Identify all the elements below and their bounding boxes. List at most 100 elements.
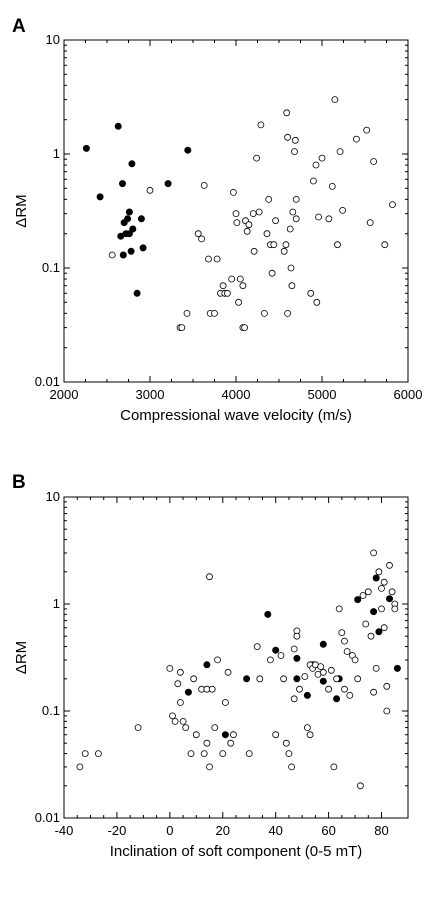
data-point-filled bbox=[293, 654, 301, 662]
data-point-open bbox=[290, 695, 298, 703]
x-tick-label: 0 bbox=[166, 823, 173, 838]
data-point-open bbox=[272, 217, 280, 225]
data-point-filled bbox=[96, 193, 104, 201]
data-point-open bbox=[307, 289, 315, 297]
data-point-filled bbox=[128, 160, 136, 168]
data-point-open bbox=[327, 666, 335, 674]
data-point-open bbox=[325, 685, 333, 693]
data-point-open bbox=[253, 643, 261, 650]
data-point-open bbox=[363, 126, 371, 134]
data-point-open bbox=[200, 181, 208, 189]
data-point-open bbox=[179, 718, 187, 725]
data-point-open bbox=[245, 221, 253, 229]
data-point-open bbox=[338, 629, 346, 636]
data-point-filled bbox=[243, 675, 251, 683]
data-point-open bbox=[233, 219, 241, 227]
data-point-open bbox=[292, 215, 300, 223]
data-point-open bbox=[265, 195, 273, 203]
data-point-open bbox=[288, 763, 296, 771]
data-point-open bbox=[134, 724, 142, 731]
data-point-open bbox=[380, 624, 388, 632]
data-point-open bbox=[284, 133, 292, 141]
data-point-open bbox=[334, 241, 341, 249]
data-point-filled bbox=[264, 610, 272, 618]
data-point-open bbox=[224, 668, 232, 676]
data-point-open bbox=[378, 605, 385, 613]
data-point-open bbox=[282, 241, 290, 249]
data-point-open bbox=[263, 230, 271, 238]
x-tick-label: 3000 bbox=[136, 387, 165, 402]
data-point-filled bbox=[375, 628, 383, 636]
data-point-open bbox=[95, 750, 102, 757]
data-point-open bbox=[312, 161, 320, 169]
data-point-open bbox=[380, 578, 388, 586]
x-tick-label: 6000 bbox=[394, 387, 423, 402]
data-point-open bbox=[356, 782, 364, 790]
data-point-open bbox=[381, 241, 389, 249]
panel-letter: A bbox=[12, 16, 26, 37]
data-point-open bbox=[249, 210, 257, 218]
series-open bbox=[108, 96, 396, 332]
data-point-open bbox=[375, 568, 383, 576]
y-tick-label: 0.1 bbox=[42, 703, 60, 718]
data-point-open bbox=[219, 282, 227, 290]
data-point-open bbox=[341, 637, 348, 645]
data-point-open bbox=[372, 665, 380, 672]
data-point-open bbox=[243, 227, 251, 235]
series-filled bbox=[184, 574, 401, 739]
data-point-open bbox=[235, 298, 243, 306]
data-point-open bbox=[211, 309, 218, 317]
data-point-open bbox=[383, 682, 391, 690]
data-point-filled bbox=[82, 144, 90, 152]
data-point-open bbox=[250, 247, 258, 255]
data-point-open bbox=[182, 724, 190, 731]
data-point-filled bbox=[125, 230, 133, 238]
series-open bbox=[76, 549, 399, 790]
data-point-filled bbox=[164, 180, 172, 188]
data-point-open bbox=[287, 264, 295, 272]
data-point-open bbox=[183, 309, 191, 317]
data-point-open bbox=[283, 109, 291, 117]
data-point-open bbox=[367, 632, 375, 640]
data-point-open bbox=[328, 182, 336, 190]
x-tick-label: -40 bbox=[55, 823, 74, 838]
y-axis-label: ΔRM bbox=[13, 641, 30, 674]
data-point-open bbox=[315, 213, 323, 221]
data-point-open bbox=[335, 605, 343, 613]
data-point-open bbox=[318, 154, 326, 162]
data-point-open bbox=[187, 750, 195, 757]
data-point-open bbox=[293, 632, 301, 640]
data-point-open bbox=[325, 215, 333, 223]
data-point-open bbox=[291, 136, 299, 144]
data-point-open bbox=[289, 208, 297, 216]
data-point-open bbox=[256, 675, 264, 683]
data-point-open bbox=[257, 121, 265, 129]
data-point-open bbox=[370, 158, 378, 165]
data-point-open bbox=[343, 648, 351, 655]
data-point-open bbox=[146, 186, 154, 194]
data-point-open bbox=[284, 309, 292, 317]
data-point-filled bbox=[119, 180, 127, 188]
y-tick-label: 1 bbox=[53, 146, 60, 161]
data-point-filled bbox=[184, 146, 192, 154]
data-point-open bbox=[364, 588, 372, 596]
data-point-open bbox=[221, 699, 229, 706]
data-point-open bbox=[280, 247, 288, 255]
data-point-filled bbox=[221, 731, 229, 739]
data-point-open bbox=[351, 656, 359, 664]
data-point-open bbox=[386, 561, 393, 569]
data-point-open bbox=[362, 620, 370, 628]
data-point-open bbox=[81, 750, 89, 757]
data-point-open bbox=[214, 656, 221, 664]
data-point-open bbox=[232, 210, 240, 218]
panel-b: B -40 -20 0 20 40 60 80 0.01 0.1 1 10 Inclination of… bbox=[12, 472, 409, 860]
data-point-filled bbox=[385, 595, 393, 603]
data-point-open bbox=[346, 692, 354, 699]
data-point-open bbox=[194, 230, 202, 238]
x-axis-label: Inclination of soft component (0-5 mT) bbox=[110, 843, 363, 860]
x-axis-label: Compressional wave velocity (m/s) bbox=[120, 407, 352, 424]
data-point-open bbox=[174, 680, 182, 688]
data-point-open bbox=[229, 731, 237, 739]
data-point-open bbox=[317, 663, 325, 670]
